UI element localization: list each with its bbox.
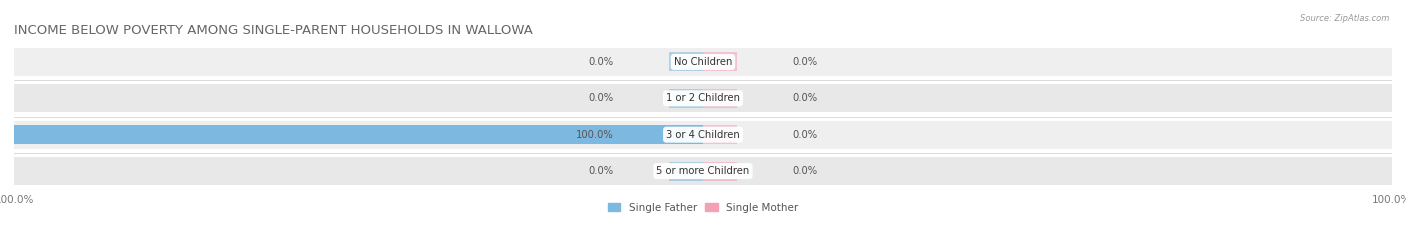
Text: INCOME BELOW POVERTY AMONG SINGLE-PARENT HOUSEHOLDS IN WALLOWA: INCOME BELOW POVERTY AMONG SINGLE-PARENT…: [14, 24, 533, 37]
Text: 0.0%: 0.0%: [793, 93, 818, 103]
Text: 0.0%: 0.0%: [588, 93, 613, 103]
Bar: [669, 162, 703, 181]
Text: 1 or 2 Children: 1 or 2 Children: [666, 93, 740, 103]
Text: 0.0%: 0.0%: [793, 130, 818, 140]
Text: Source: ZipAtlas.com: Source: ZipAtlas.com: [1299, 14, 1389, 23]
Text: 100.0%: 100.0%: [575, 130, 613, 140]
Bar: [703, 89, 738, 108]
Bar: [14, 125, 703, 144]
Text: 3 or 4 Children: 3 or 4 Children: [666, 130, 740, 140]
Bar: [703, 52, 738, 71]
Bar: [14, 84, 1392, 113]
Bar: [14, 157, 1392, 185]
Bar: [14, 48, 1392, 76]
Bar: [703, 162, 738, 181]
Text: 0.0%: 0.0%: [793, 57, 818, 67]
Legend: Single Father, Single Mother: Single Father, Single Mother: [607, 203, 799, 213]
Bar: [14, 120, 1392, 149]
Bar: [703, 125, 738, 144]
Bar: [669, 52, 703, 71]
Text: No Children: No Children: [673, 57, 733, 67]
Text: 0.0%: 0.0%: [588, 57, 613, 67]
Text: 5 or more Children: 5 or more Children: [657, 166, 749, 176]
Text: 0.0%: 0.0%: [588, 166, 613, 176]
Bar: [669, 89, 703, 108]
Text: 0.0%: 0.0%: [793, 166, 818, 176]
